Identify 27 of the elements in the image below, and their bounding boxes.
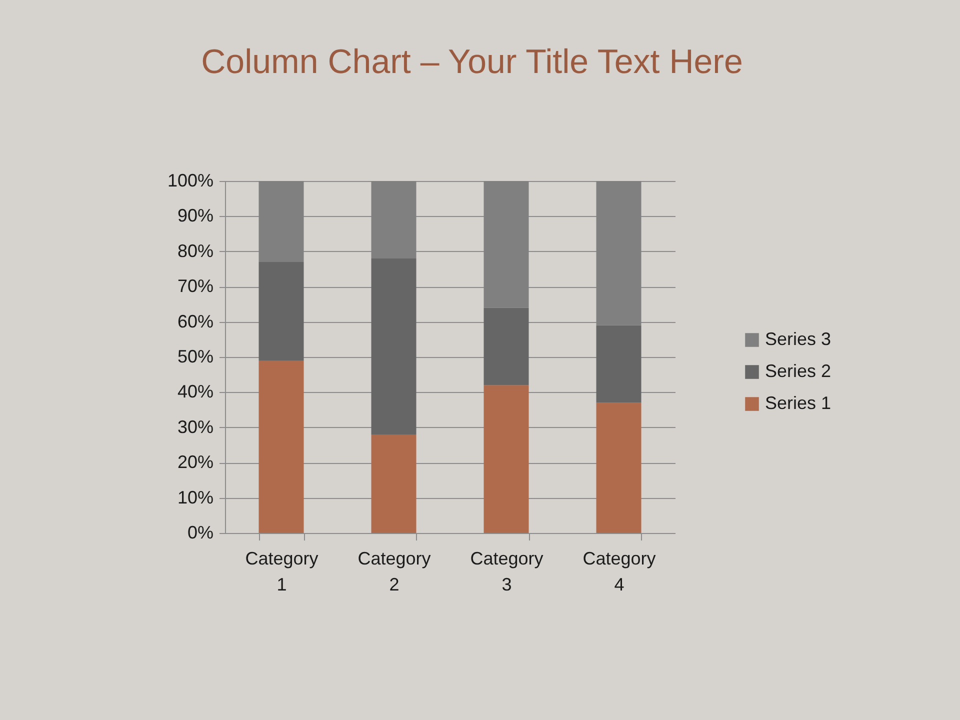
y-tick-label: 10% [177,487,214,508]
legend-label: Series 3 [765,329,832,349]
y-tick-label: 40% [177,382,214,402]
x-tick-label: Category 2 [358,548,431,594]
x-tick-label: Category 3 [470,548,544,594]
bar [484,385,529,533]
y-tick-label: 30% [177,416,214,437]
y-tick-label: 70% [177,276,214,296]
legend-label: Series 1 [765,393,832,413]
bar [258,360,304,533]
y-tick-label: 0% [187,522,214,542]
x-tick-label: Category 1 [245,548,318,594]
y-tick-label: 100% [167,170,214,190]
bar [596,402,642,533]
y-tick-label: 60% [177,311,214,332]
y-tick-label: 90% [177,206,214,226]
y-tick-label: 80% [177,240,214,261]
bar [371,434,416,533]
y-tick-label: 50% [177,346,214,366]
y-tick-label: 20% [177,452,214,472]
bar [371,258,416,434]
legend-label: Series 2 [765,361,832,381]
bar [596,325,642,403]
chart-title: Column Chart – Your Title Text Here [201,43,743,81]
bar [484,308,529,386]
bar [258,262,304,361]
x-tick-label: Category 4 [582,548,656,594]
